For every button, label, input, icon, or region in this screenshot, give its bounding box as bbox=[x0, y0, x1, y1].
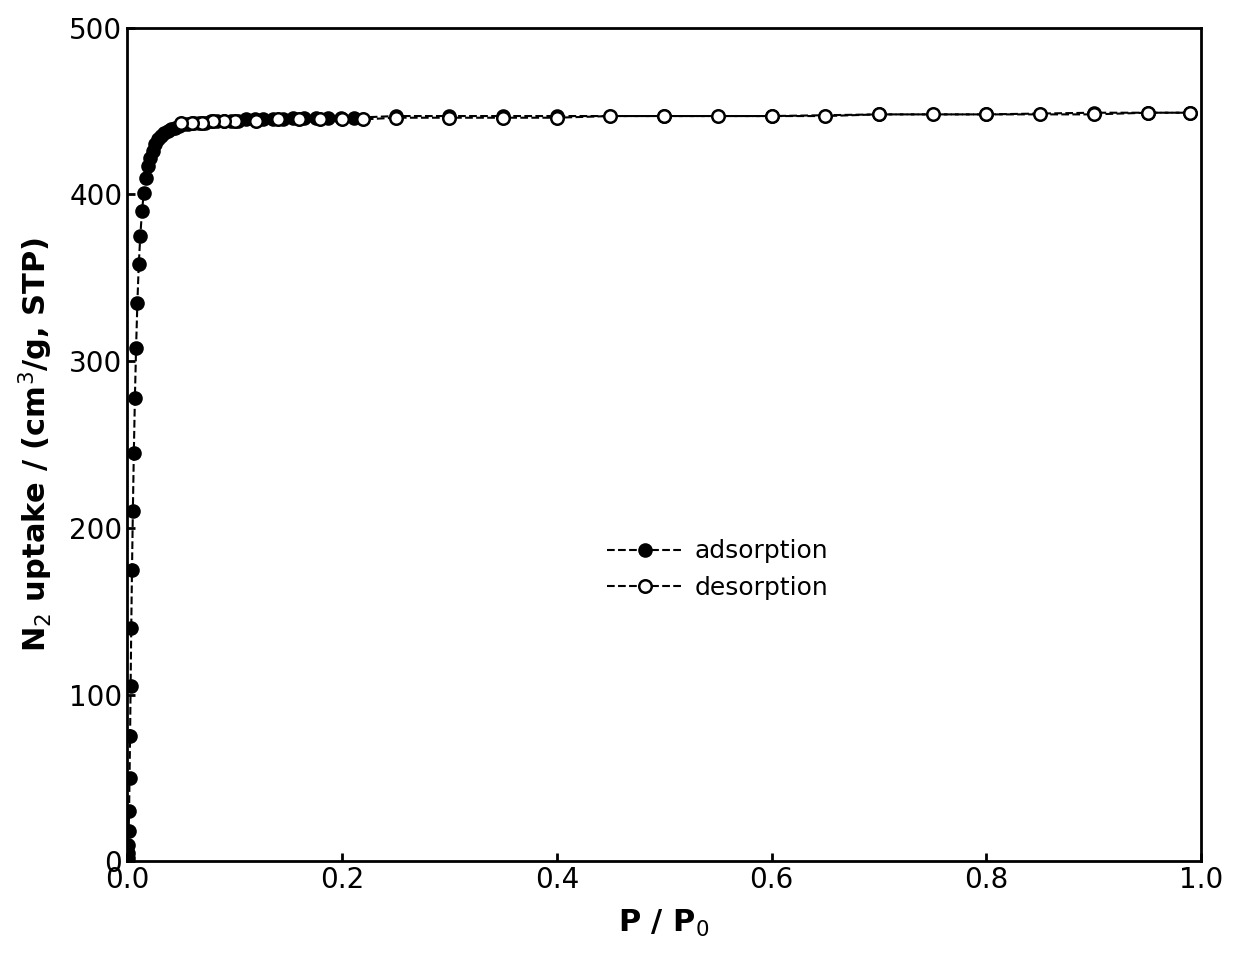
X-axis label: P / P$_0$: P / P$_0$ bbox=[619, 908, 711, 940]
desorption bbox=[356, 114, 371, 125]
desorption bbox=[603, 110, 618, 121]
desorption bbox=[1086, 109, 1101, 120]
desorption bbox=[764, 110, 779, 121]
adsorption bbox=[135, 206, 150, 217]
desorption bbox=[872, 109, 887, 120]
adsorption bbox=[1183, 107, 1198, 119]
adsorption bbox=[1140, 107, 1154, 119]
desorption bbox=[925, 109, 940, 120]
Line: desorption: desorption bbox=[175, 106, 1197, 129]
desorption bbox=[335, 114, 350, 125]
desorption bbox=[185, 117, 200, 128]
adsorption bbox=[255, 114, 270, 125]
desorption bbox=[1033, 109, 1048, 120]
desorption bbox=[270, 114, 285, 125]
desorption bbox=[174, 117, 188, 128]
Legend: adsorption, desorption: adsorption, desorption bbox=[583, 514, 853, 625]
Line: adsorption: adsorption bbox=[122, 106, 1197, 864]
desorption bbox=[711, 110, 725, 121]
desorption bbox=[1140, 107, 1154, 119]
adsorption bbox=[1086, 107, 1101, 119]
desorption bbox=[195, 117, 210, 128]
desorption bbox=[388, 112, 403, 123]
desorption bbox=[978, 109, 993, 120]
desorption bbox=[217, 116, 232, 127]
desorption bbox=[291, 114, 306, 125]
desorption bbox=[248, 116, 263, 127]
desorption bbox=[227, 116, 242, 127]
adsorption bbox=[139, 172, 154, 184]
desorption bbox=[818, 110, 833, 121]
adsorption bbox=[176, 119, 191, 130]
Y-axis label: N$_2$ uptake / (cm$^3$/g, STP): N$_2$ uptake / (cm$^3$/g, STP) bbox=[16, 237, 55, 652]
desorption bbox=[549, 112, 564, 123]
desorption bbox=[312, 114, 327, 125]
adsorption bbox=[167, 122, 182, 134]
adsorption bbox=[120, 853, 135, 864]
desorption bbox=[441, 112, 456, 123]
desorption bbox=[1183, 107, 1198, 119]
desorption bbox=[206, 116, 221, 127]
desorption bbox=[496, 112, 511, 123]
desorption bbox=[657, 110, 672, 121]
